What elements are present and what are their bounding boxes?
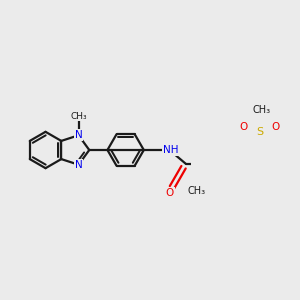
Text: N: N <box>75 160 83 170</box>
Text: CH₃: CH₃ <box>187 185 206 196</box>
Text: NH: NH <box>163 145 178 155</box>
Text: O: O <box>272 122 280 132</box>
Text: O: O <box>239 122 247 132</box>
Text: CH₃: CH₃ <box>70 112 87 121</box>
Text: N: N <box>75 130 83 140</box>
Text: S: S <box>256 127 263 136</box>
Text: CH₃: CH₃ <box>252 105 270 115</box>
Text: O: O <box>166 188 174 198</box>
